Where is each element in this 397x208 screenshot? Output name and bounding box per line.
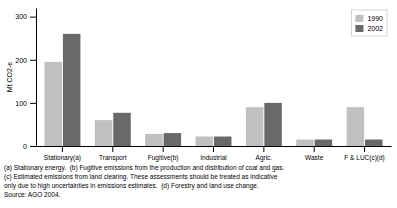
- x-tick-label: Stationary(a): [44, 154, 81, 162]
- bar: [63, 34, 81, 146]
- y-tick: 300: [15, 13, 36, 20]
- bar: [196, 137, 214, 146]
- bar: [365, 140, 383, 146]
- x-tick-label: Industrial: [200, 154, 227, 161]
- x-tick-label: Waste: [305, 154, 324, 161]
- y-tick-mark: [30, 60, 36, 61]
- footnote: (a) Stationary energy. (b) Fugitive emis…: [4, 164, 284, 172]
- bar: [296, 140, 314, 146]
- x-tick-mark: [263, 146, 264, 152]
- bar: [246, 107, 264, 146]
- x-tick-label: Fugitive(b): [148, 154, 179, 162]
- bar: [315, 140, 333, 146]
- y-tick-mark: [30, 17, 36, 18]
- y-tick-label: 300: [15, 13, 27, 20]
- y-tick-label: 0: [23, 143, 27, 150]
- legend-swatch: [355, 15, 363, 22]
- y-axis-line: [36, 9, 37, 147]
- footnote: (c) Estimated emissions from land cleari…: [4, 173, 278, 181]
- footnote: Source: AGO 2004.: [4, 191, 61, 198]
- legend-frame: [351, 10, 387, 36]
- y-tick-label: 200: [15, 56, 27, 63]
- bar: [145, 134, 163, 146]
- x-tick-label: Transport: [99, 154, 127, 162]
- x-tick-label: F & LUC(c)(d): [344, 154, 384, 162]
- x-tick-mark: [314, 146, 315, 152]
- y-tick-mark: [30, 103, 36, 104]
- bar: [164, 133, 182, 146]
- legend: 1990 2002: [351, 10, 387, 36]
- x-tick: Industrial: [200, 146, 227, 161]
- x-tick-mark: [213, 146, 214, 152]
- x-tick: Fugitive(b): [148, 146, 179, 162]
- x-tick-mark: [112, 146, 113, 152]
- x-tick: F & LUC(c)(d): [344, 146, 384, 162]
- chart: 0 100 200 300 Stationary(a) Transport Fugitive…: [0, 0, 397, 208]
- y-tick-mark: [30, 146, 36, 147]
- bar: [95, 120, 113, 146]
- y-tick-label: 100: [15, 100, 27, 107]
- bar: [214, 137, 232, 146]
- y-tick: 100: [15, 100, 36, 107]
- x-tick-mark: [163, 146, 164, 152]
- x-tick-mark: [364, 146, 365, 152]
- legend-label: 1990: [367, 15, 383, 22]
- x-tick-label: Agric.: [256, 154, 273, 162]
- y-tick: 200: [15, 56, 36, 63]
- y-axis-label: Mt CO2-e: [6, 62, 13, 92]
- plot: 0 100 200 300 Stationary(a) Transport Fugitive…: [15, 9, 391, 162]
- bar: [347, 107, 365, 146]
- bars: [44, 34, 382, 146]
- footnotes: (a) Stationary energy. (b) Fugitive emis…: [4, 164, 284, 198]
- legend-swatch: [355, 25, 363, 32]
- bar: [264, 103, 282, 146]
- x-tick-mark: [62, 146, 63, 152]
- footnote: only due to high uncertainties in emissi…: [4, 182, 259, 190]
- x-tick: Stationary(a): [44, 146, 81, 162]
- x-tick: Agric.: [256, 146, 273, 162]
- legend-label: 2002: [367, 25, 383, 32]
- bar: [113, 113, 131, 146]
- y-axis: 0 100 200 300: [15, 9, 36, 150]
- x-tick: Waste: [305, 146, 324, 161]
- x-axis: Stationary(a) Transport Fugitive(b) Industr…: [37, 146, 392, 162]
- x-tick: Transport: [99, 146, 127, 162]
- bar: [44, 62, 62, 146]
- y-tick: 0: [23, 143, 36, 150]
